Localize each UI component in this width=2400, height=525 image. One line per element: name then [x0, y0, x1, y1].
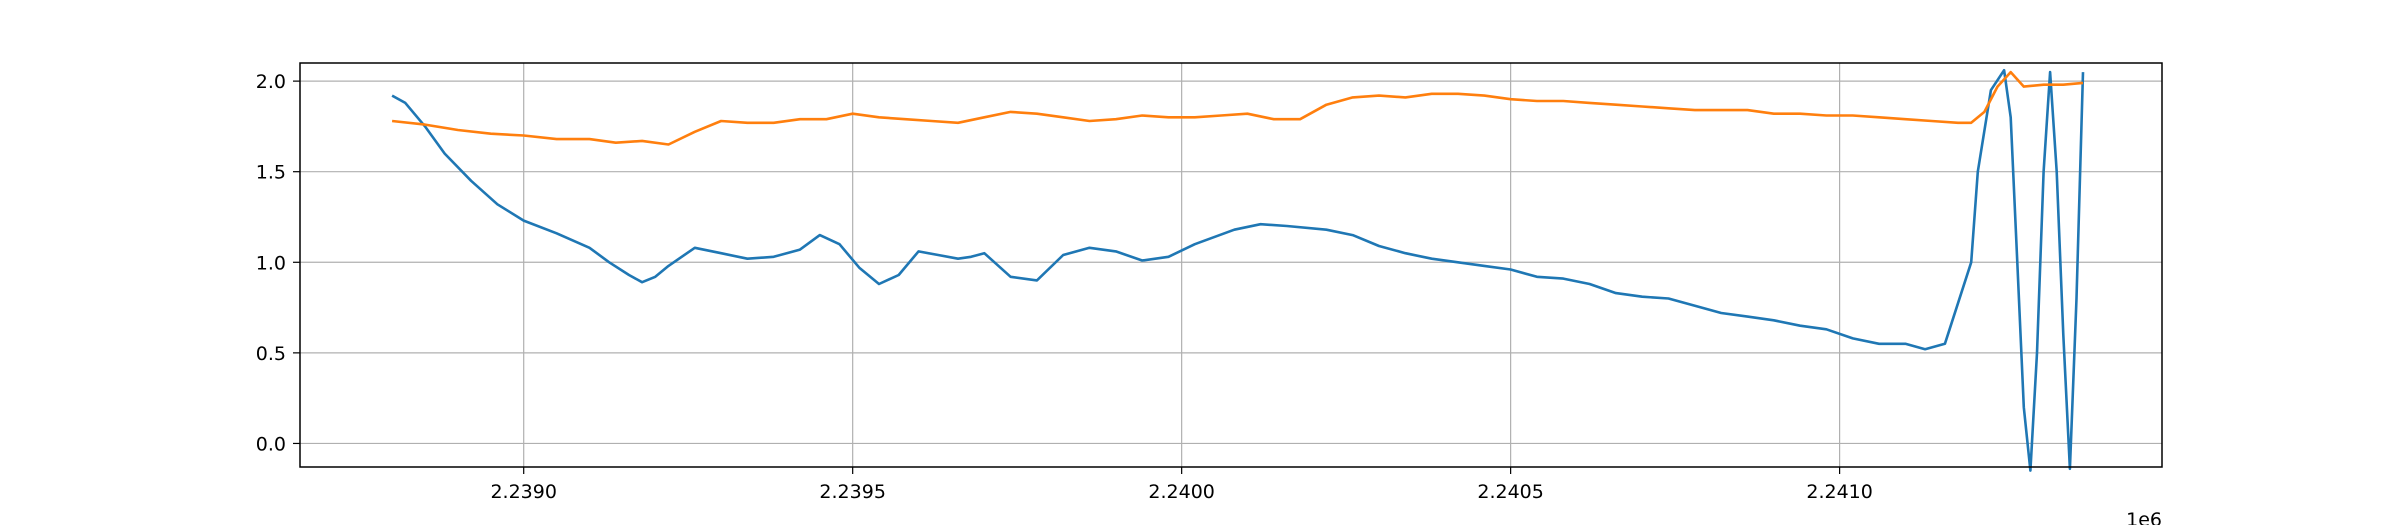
x-tick-label: 2.2395 — [819, 481, 885, 503]
y-tick-label: 0.0 — [256, 433, 286, 455]
y-tick-label: 2.0 — [256, 71, 286, 93]
plot-frame — [299, 62, 2163, 468]
y-tick-label: 1.5 — [256, 162, 286, 184]
tick-labels: 2.2390 2.2395 2.2400 2.2405 2.2410 0.0 0.5 1.0 1… — [256, 71, 1873, 503]
series-layer — [391, 68, 2085, 472]
series-line-1 — [391, 68, 2085, 472]
y-tick-label: 0.5 — [256, 343, 286, 365]
x-tick-label: 2.2405 — [1477, 481, 1543, 503]
x-offset-label: 1e6 — [2126, 509, 2162, 525]
series-line-2 — [391, 70, 2084, 146]
x-tick-label: 2.2400 — [1148, 481, 1214, 503]
x-tick-label: 2.2410 — [1806, 481, 1872, 503]
axis-ticks — [293, 80, 1841, 474]
y-tick-label: 1.0 — [256, 252, 286, 274]
x-tick-label: 2.2390 — [490, 481, 556, 503]
